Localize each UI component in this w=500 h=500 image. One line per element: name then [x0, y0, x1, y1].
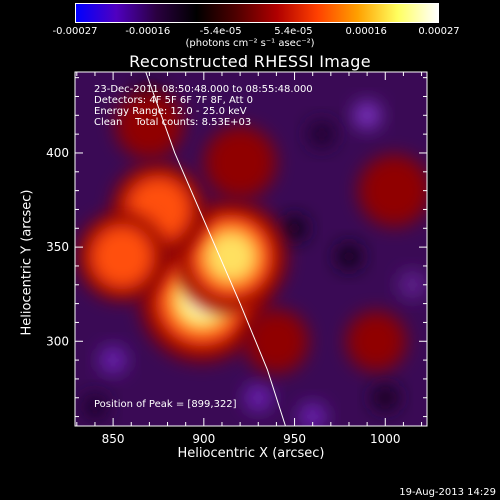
colorbar-tick-1: -0.00016	[125, 26, 171, 37]
footer-date: 19-Aug-2013 14:29	[399, 487, 496, 498]
info-detectors: Detectors: 4F 5F 6F 7F 8F, Att 0	[94, 95, 253, 106]
heatmap-source-5-layer-0	[244, 309, 309, 374]
heatmap-ripple-7	[80, 393, 109, 422]
heatmap-ripple-0	[99, 346, 128, 375]
colorbar-tick-5: 0.00027	[418, 26, 460, 37]
colorbar-units-label: (photons cm⁻² s⁻¹ asec⁻²)	[185, 38, 315, 49]
x-axis-label: Heliocentric X (arcsec)	[177, 446, 325, 461]
info-clean-counts: Clean Total counts: 8.53E+03	[94, 117, 251, 128]
colorbar-tick-0: -0.00027	[52, 26, 98, 37]
heatmap-source-8-layer-0	[115, 90, 184, 159]
y-tick-label-400: 400	[46, 146, 69, 160]
heatmap-ripple-5	[334, 242, 363, 271]
heatmap-source-3-layer-1	[89, 223, 156, 290]
heatmap-ripple-1	[353, 101, 382, 130]
heatmap-source-6-layer-0	[358, 154, 427, 227]
colorbar-tick-3: 5.4e-05	[274, 26, 313, 37]
y-tick-label-300: 300	[46, 334, 69, 348]
heatmap-ripple-9	[307, 120, 336, 149]
info-energy-range: Energy Range: 12.0 - 25.0 keV	[94, 106, 247, 117]
x-tick-label-900: 900	[192, 432, 215, 446]
heatmap-ripple-10	[244, 383, 273, 412]
colorbar-tick-4: 0.00016	[345, 26, 387, 37]
heatmap-ripple-3	[398, 270, 427, 299]
x-tick-label-850: 850	[102, 432, 125, 446]
plot-frame	[74, 71, 428, 427]
colorbar	[75, 3, 439, 23]
solar-limb-curve	[145, 72, 286, 426]
colorbar-tick-2: -5.4e-05	[199, 26, 242, 37]
chart-title: Reconstructed RHESSI Image	[129, 52, 371, 71]
info-time-range: 23-Dec-2011 08:50:48.000 to 08:55:48.000	[94, 84, 313, 95]
heatmap-ripple-2	[298, 402, 327, 426]
heatmap-ripple-4	[280, 214, 309, 243]
heatmap-source-1-layer-2	[203, 228, 260, 285]
y-axis-label: Heliocentric Y (arcsec)	[19, 189, 35, 336]
heatmap-source-4-layer-0	[204, 126, 277, 199]
heatmap-source-7-layer-0	[346, 311, 407, 372]
y-tick-label-350: 350	[46, 240, 69, 254]
x-tick-label-950: 950	[283, 432, 306, 446]
x-tick-label-1000: 1000	[370, 432, 401, 446]
info-peak-position: Position of Peak = [899,322]	[94, 399, 237, 410]
heatmap-ripple-8	[371, 383, 400, 412]
